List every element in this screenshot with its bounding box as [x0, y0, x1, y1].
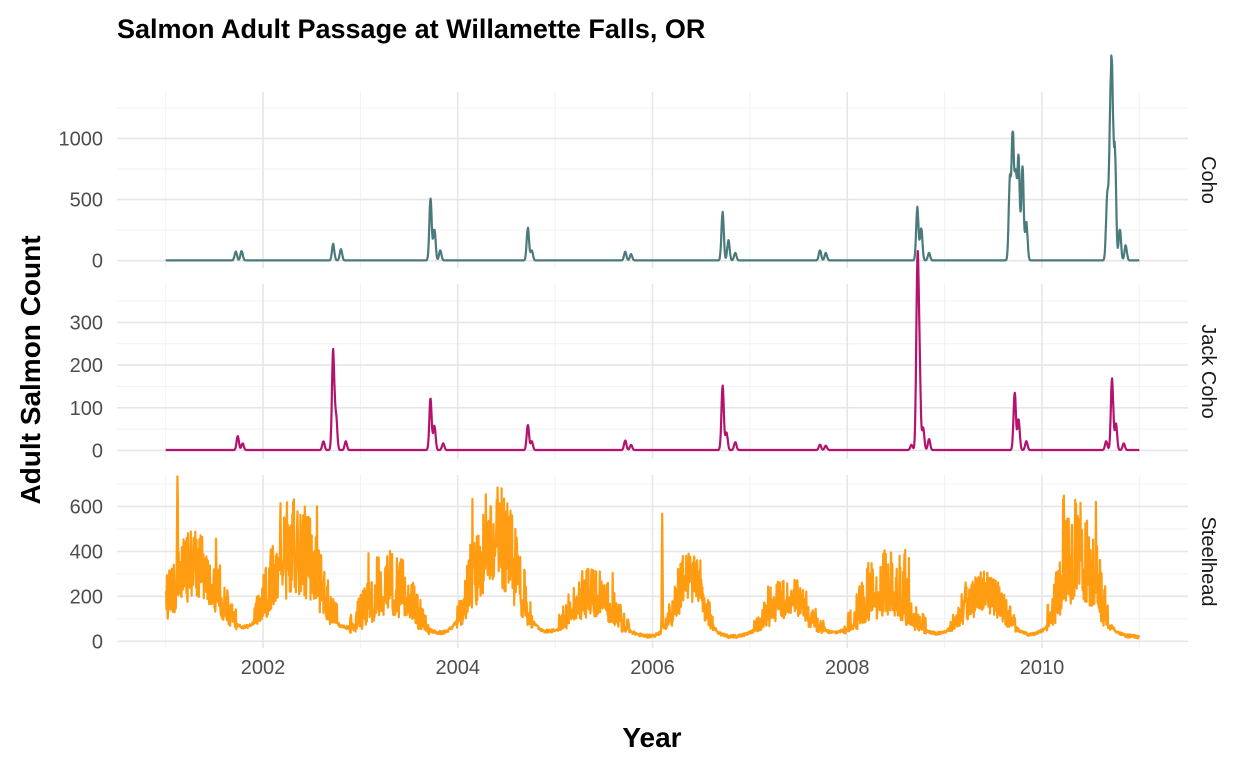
x-axis-title: Year [622, 722, 681, 753]
facet-panel-steelhead: 0 200 400 600 Steelhead [70, 475, 1219, 653]
facet-strip-label: Jack Coho [1197, 324, 1219, 419]
y-tick-label: 500 [70, 190, 103, 212]
series-line-jack-coho [165, 250, 1140, 452]
series-line-steelhead [164, 475, 1141, 640]
series-line-coho [165, 54, 1140, 262]
y-tick-label: 300 [70, 312, 103, 334]
y-tick-label: 100 [70, 398, 103, 420]
y-tick-label: 0 [92, 631, 103, 653]
facet-strip-label: Steelhead [1197, 516, 1219, 606]
y-axis-title: Adult Salmon Count [15, 235, 46, 504]
x-tick-label: 2004 [436, 657, 481, 679]
facet-strip-label: Coho [1197, 156, 1219, 204]
x-tick-label: 2006 [630, 657, 675, 679]
y-tick-label: 200 [70, 355, 103, 377]
x-tick-label: 2010 [1020, 657, 1065, 679]
y-tick-label: 200 [70, 586, 103, 608]
x-tick-label: 2008 [825, 657, 870, 679]
y-tick-label: 1000 [59, 128, 104, 150]
x-tick-label: 2002 [241, 657, 286, 679]
y-tick-label: 0 [92, 251, 103, 273]
chart-title: Salmon Adult Passage at Willamette Falls… [117, 14, 705, 44]
facet-panel-coho: 0 500 1000 Coho [59, 54, 1219, 273]
y-tick-label: 0 [92, 440, 103, 462]
y-tick-label: 600 [70, 496, 103, 518]
y-tick-label: 400 [70, 541, 103, 563]
facet-panel-jack-coho: 0 100 200 300 Jack Coho [70, 250, 1219, 462]
